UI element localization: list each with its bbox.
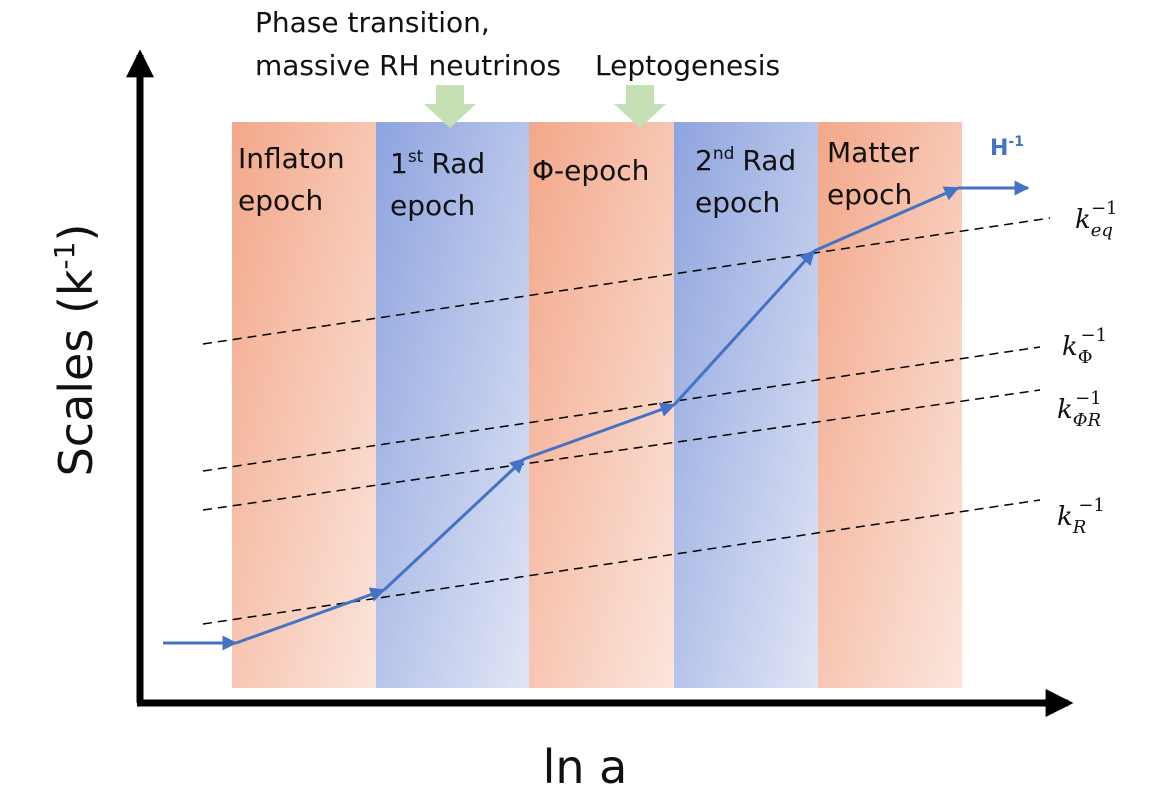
hubble-label: H-1	[990, 134, 1024, 161]
epoch-number: 1	[390, 147, 408, 180]
event-arrow	[424, 85, 476, 128]
hubble-segment	[813, 186, 960, 253]
hubble-segment	[382, 457, 526, 592]
epoch-name: Rad	[431, 147, 485, 180]
x-axis-title: ln a	[543, 740, 628, 794]
epoch-label: epoch	[695, 186, 780, 219]
scale-label: kΦR−1	[1057, 388, 1102, 431]
y-axis-close: )	[49, 224, 103, 242]
epoch-number: 2	[695, 144, 713, 177]
epoch-label: Matter	[827, 136, 920, 169]
y-axis-exp: -1	[48, 242, 81, 270]
annotation: Leptogenesis	[595, 49, 780, 82]
hubble-segment	[235, 587, 386, 645]
hubble-base: H	[990, 136, 1008, 161]
epoch-ordinal: nd	[713, 144, 735, 164]
scale-sup: −1	[1075, 388, 1102, 409]
scale-base: k	[1075, 205, 1091, 235]
epoch-band	[376, 122, 529, 688]
scale-label: keq−1	[1075, 198, 1118, 241]
scale-sub: R	[1072, 517, 1087, 538]
epoch-label: epoch	[238, 184, 323, 217]
scale-sub: ΦR	[1073, 410, 1101, 431]
epoch-label: Inflaton	[238, 142, 345, 175]
scale-sup: −1	[1078, 495, 1105, 516]
epoch-name: Rad	[742, 144, 796, 177]
event-arrow	[614, 85, 666, 128]
scale-base: k	[1057, 395, 1073, 425]
hubble-segment	[672, 249, 816, 407]
epoch-label: 1st Rad	[390, 147, 485, 180]
epoch-band	[674, 122, 818, 688]
scale-label: kR−1	[1057, 495, 1105, 538]
epoch-ordinal: st	[408, 147, 424, 167]
hubble-exp: -1	[1008, 134, 1024, 150]
epoch-label: epoch	[390, 189, 475, 222]
epoch-label: Φ-epoch	[532, 154, 649, 187]
scale-sub: Φ	[1078, 347, 1093, 368]
epoch-band	[232, 122, 376, 688]
annotation: massive RH neutrinos	[255, 49, 561, 82]
scale-base: k	[1057, 502, 1073, 532]
scale-base: k	[1062, 332, 1078, 362]
scale-sup: −1	[1081, 325, 1108, 346]
scale-label: kΦ−1	[1062, 325, 1107, 368]
scale-line	[202, 346, 1041, 472]
hubble-segment	[523, 402, 676, 461]
scale-sub: eq	[1091, 220, 1113, 241]
epoch-label: epoch	[827, 178, 912, 211]
scale-line	[202, 389, 1041, 511]
scale-line	[202, 217, 1051, 345]
y-axis-title: Scales (k-1)	[48, 224, 103, 477]
y-axis-base: Scales (k	[49, 269, 103, 476]
annotation: Phase transition,	[255, 6, 490, 39]
scale-sup: −1	[1091, 198, 1118, 219]
epoch-label: 2nd Rad	[695, 144, 796, 177]
